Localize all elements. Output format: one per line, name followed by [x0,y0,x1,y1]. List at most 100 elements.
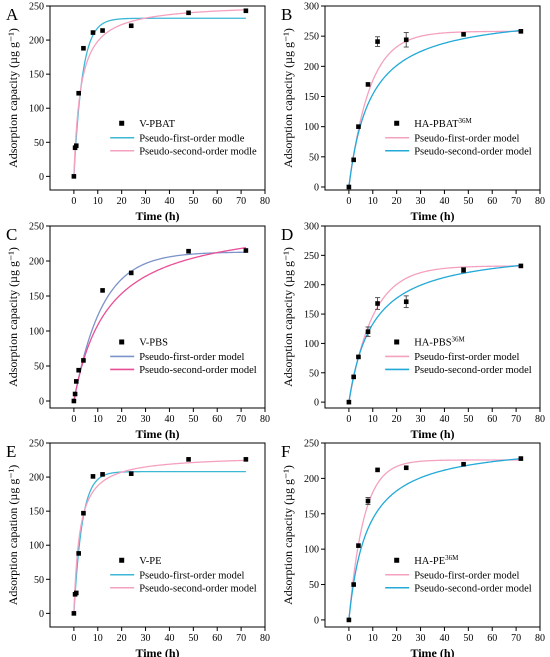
data-point [375,301,380,306]
x-tick-label: 30 [416,414,426,425]
x-tick-label: 50 [463,414,473,425]
x-tick-label: 70 [511,196,521,207]
data-point [346,399,352,405]
y-tick-label: 0 [39,609,44,620]
pseudo-first-order-curve [348,459,521,620]
data-point [186,10,191,16]
y-tick-label: 100 [29,104,44,115]
y-tick-label: 100 [304,122,319,133]
data-point [356,124,361,129]
panel-letter: F [281,442,290,461]
data-point [518,263,524,269]
x-axis-label: Time (h) [135,209,179,223]
legend-marker [119,557,125,563]
x-tick-label: 50 [188,196,198,207]
pseudo-first-order-curve [73,251,246,402]
legend-line2-label: Pseudo-second-order model [139,365,257,376]
panel-a: A 0 10 20 30 40 50 60 70 80 0 50 100 150 200 250 Time (h… [6,2,270,224]
data-point [100,288,105,293]
y-tick-label: 200 [304,280,319,291]
y-axis-label: Adsorption capacity (µg g⁻¹) [281,247,295,387]
legend-scatter-name: V-PBAT [139,119,175,130]
data-point [461,267,466,273]
legend-line2-label: Pseudo-second-order model [139,583,257,594]
legend: HA-PE36M Pseudo-first-order model Pseudo-s… [385,554,532,594]
x-tick-label: 40 [164,196,174,207]
y-tick-label: 50 [34,575,44,586]
panel-e: E 0 10 20 30 40 50 60 70 80 0 50 100 150 200 250 Time (h… [6,439,270,657]
y-tick-label: 300 [304,222,319,233]
plot-frame [49,225,266,409]
data-point [403,465,409,471]
y-tick-label: 200 [304,62,319,73]
data-point [128,471,134,476]
legend-line1-label: Pseudo-first-order model [414,570,519,581]
y-tick-label: 200 [29,36,44,47]
data-point [375,39,380,44]
data-point [186,248,191,254]
panel-d: D 0 10 20 30 40 50 60 70 80 0 50 100 150 200 250 300 Time… [281,222,545,442]
y-tick-label: 50 [309,152,319,163]
legend-line2-label: Pseudo-second-order model [414,583,532,594]
data-point [76,367,81,373]
x-tick-label: 40 [439,196,449,207]
y-tick-label: 100 [29,327,44,338]
x-tick-label: 0 [71,196,76,207]
pseudo-second-order-curve [348,29,521,188]
pseudo-second-order-curve [73,9,246,177]
panel-letter: B [281,5,292,24]
data-point [243,8,249,14]
x-tick-label: 80 [260,414,270,425]
x-tick-label: 60 [212,196,222,207]
x-tick-label: 40 [164,414,174,425]
y-tick-label: 250 [29,439,44,450]
legend-line1-label: Pseudo-first-order model [139,570,244,581]
x-tick-label: 0 [71,414,76,425]
x-tick-label: 40 [164,633,174,644]
data-point [76,551,81,556]
y-tick-label: 100 [29,541,44,552]
data-point [365,329,371,334]
pseudo-second-order-curve [73,459,246,614]
legend: V-PBS Pseudo-first-order model Pseudo-seco… [110,337,257,376]
legend-line2-label: Pseudo-second-order modle [139,146,257,157]
y-tick-label: 0 [314,615,319,626]
data-point [186,457,191,462]
x-tick-label: 40 [439,414,449,425]
data-point [346,617,352,623]
legend-line1-label: Pseudo-first-order model [414,352,519,363]
x-tick-label: 0 [71,633,76,644]
x-tick-label: 50 [188,414,198,425]
y-tick-label: 150 [304,310,319,321]
legend-scatter-label: V-PBS [139,337,168,348]
y-tick-label: 250 [29,222,44,233]
pseudo-first-order-curve [348,30,521,188]
y-tick-label: 100 [304,545,319,556]
data-point [351,374,356,380]
data-point [461,32,466,37]
x-tick-label: 70 [511,414,521,425]
plot-frame [324,442,541,628]
legend-scatter-name: HA-PBAT [414,119,459,130]
x-tick-label: 10 [93,633,103,644]
x-axis-label: Time (h) [135,646,179,657]
x-tick-label: 0 [346,414,351,425]
legend-line2-label: Pseudo-second-order model [414,146,532,157]
y-tick-label: 150 [304,509,319,520]
data-point [518,29,524,34]
x-tick-label: 10 [93,196,103,207]
data-point [243,248,249,253]
data-point [128,23,134,29]
x-tick-label: 70 [236,633,246,644]
data-point [71,174,77,179]
legend-scatter-name: V-PE [139,556,161,567]
data-point [356,543,361,548]
y-axis-label: Adsorption capacity (µg g⁻¹) [281,28,295,168]
data-point [90,474,96,479]
panel-letter: C [6,225,17,244]
data-point [71,611,77,616]
legend-marker [119,339,125,345]
y-axis-label: Adsorption capacity (µg g⁻¹) [6,28,20,168]
legend-marker [394,557,400,563]
